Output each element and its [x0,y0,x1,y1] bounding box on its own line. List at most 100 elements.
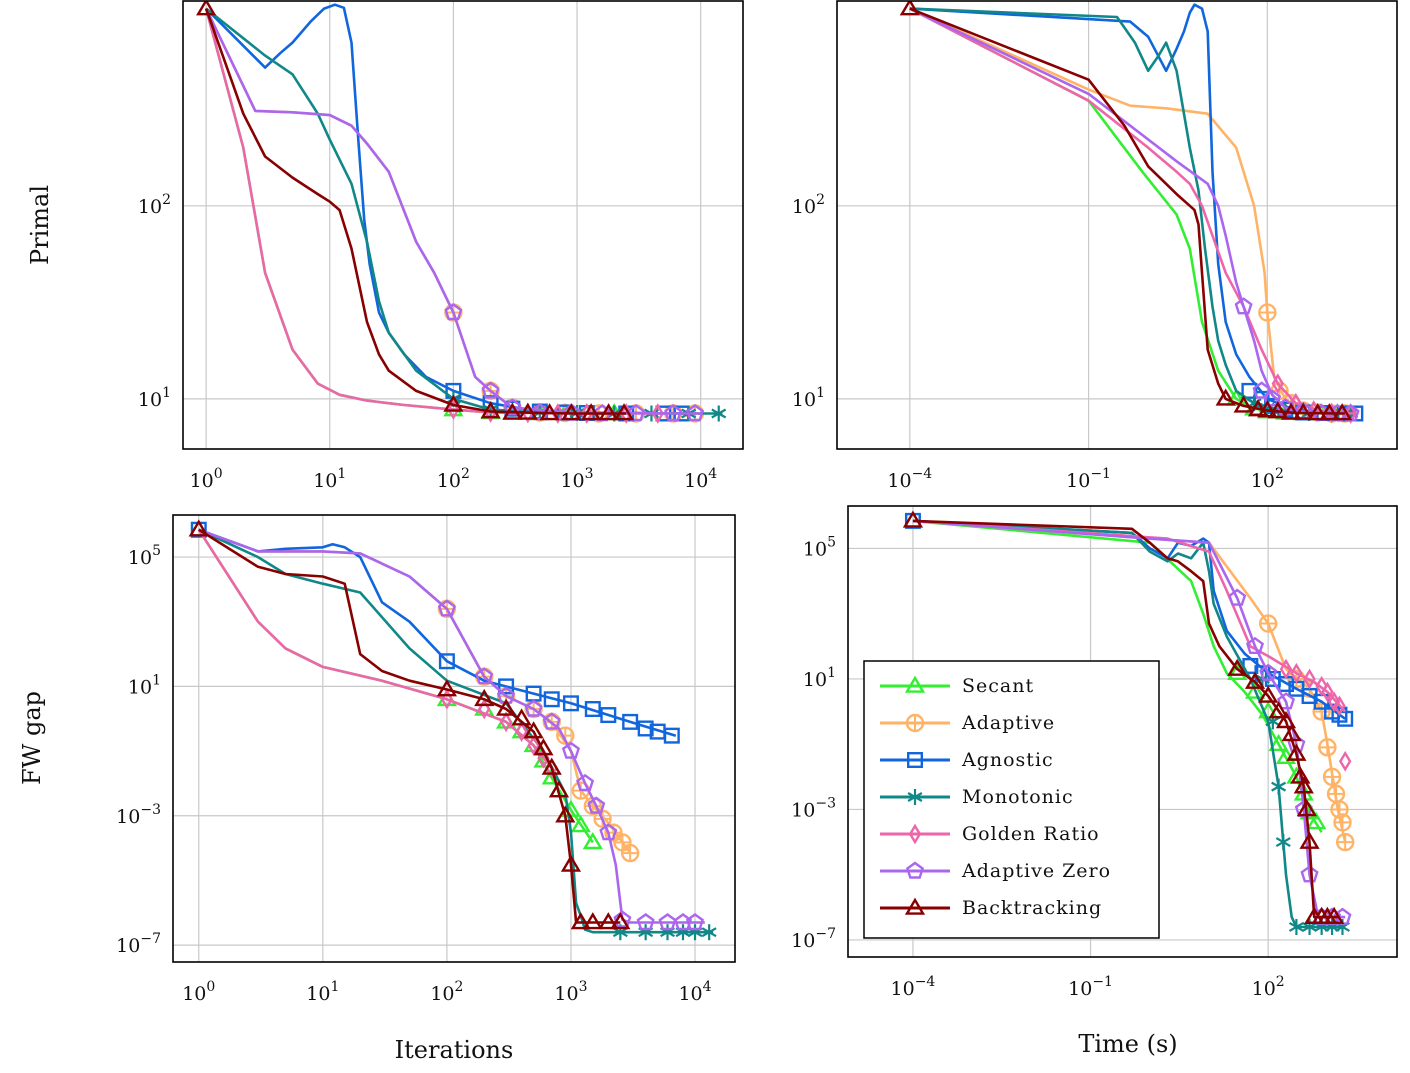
marker-backtracking [560,854,582,872]
marker-agnostic [562,695,579,712]
marker-adaptive-zero [685,404,705,422]
series-line-monotonic [912,519,1346,929]
marker-agnostic [637,720,654,737]
legend-entry-golden-ratio: Golden Ratio [880,823,1100,845]
marker-golden-ratio [1303,668,1316,690]
plot-frame [836,0,1398,450]
legend-label-monotonic: Monotonic [962,786,1074,808]
marker-adaptive [1326,784,1346,804]
marker-golden-ratio [1290,662,1303,684]
marker-adaptive-zero [587,796,606,814]
marker-adaptive [1322,767,1342,787]
legend-entry-adaptive: Adaptive [880,712,1055,734]
marker-backtracking [1280,402,1302,420]
marker-adaptive [1312,702,1331,721]
legend-marker-glyph [907,789,923,805]
marker-adaptive [620,843,640,863]
marker-backtracking [1233,395,1254,413]
marker-adaptive-zero [1300,865,1319,883]
marker-backtracking [1258,685,1279,703]
marker-adaptive-zero [444,303,463,321]
series-line-monotonic [909,7,1356,415]
marker-adaptive-zero [599,823,618,841]
legend-marker-monotonic [907,789,923,805]
marker-backtracking [548,780,570,798]
marker-golden-ratio [1338,750,1352,772]
marker-adaptive [1258,614,1278,633]
series-golden-ratio [912,519,1352,772]
x-tick-label: 100 [190,466,223,492]
plot-area [173,515,735,962]
series-backtracking [188,519,631,930]
fwgap-ylabel: FW gap [18,691,46,785]
y-tick-label: 105 [803,534,836,560]
marker-adaptive [1258,303,1277,322]
marker-backtracking [902,510,924,528]
marker-golden-ratio [515,721,528,742]
marker-secant [1226,388,1247,406]
legend-marker-secant [904,675,926,693]
marker-backtracking [598,912,619,930]
plot-frame [182,0,744,450]
plot-frame [172,514,736,963]
x-tick-label: 10−1 [1068,974,1113,1000]
panel-fwgap-iter: 100 101 102 103 104 10−7 10−3 101 105 [116,514,736,1005]
legend-marker-glyph [905,861,925,879]
legend-label-backtracking: Backtracking [962,897,1102,919]
marker-agnostic [498,678,515,695]
x-tick-label: 10−4 [891,974,936,1000]
marker-backtracking [443,394,464,412]
series-backtracking [196,1,635,421]
legend-marker-golden-ratio [908,823,922,845]
x-tick-label: 10−4 [887,466,932,492]
legend-label-adaptive: Adaptive [961,712,1055,734]
marker-adaptive-zero [658,913,677,931]
x-tick-label: 102 [1251,466,1284,492]
marker-golden-ratio [1321,681,1334,703]
legend-marker-adaptive [905,713,925,733]
y-tick-label: 102 [792,192,825,218]
marker-agnostic [600,707,617,724]
marker-backtracking [1267,401,1288,419]
marker-golden-ratio [499,711,513,733]
marker-backtracking [610,912,631,930]
marker-backtracking [1281,724,1302,742]
x-tick-label: 103 [554,979,587,1005]
marker-backtracking [1293,776,1314,794]
marker-agnostic [543,691,560,708]
legend-marker-backtracking [904,897,926,915]
marker-backtracking [533,738,554,756]
marker-adaptive [1318,738,1337,757]
marker-monotonic [1288,918,1304,935]
marker-adaptive-zero [613,910,632,928]
marker-adaptive-zero [1259,663,1278,681]
legend: Secant Adaptive Agnostic Monotonic Golde… [863,660,1160,939]
marker-backtracking [570,912,591,930]
marker-backtracking [196,1,217,16]
y-tick-label: 101 [138,385,171,411]
marker-backtracking [555,805,576,823]
legend-label-golden-ratio: Golden Ratio [962,823,1100,845]
marker-agnostic [663,727,680,744]
marker-backtracking [598,403,619,421]
marker-backtracking [480,401,501,419]
marker-golden-ratio [580,403,594,424]
marker-agnostic [584,701,601,718]
marker-adaptive-zero [542,712,561,730]
y-tick-label: 10−3 [116,802,161,828]
marker-adaptive-zero [475,667,494,685]
marker-adaptive-zero [664,404,683,422]
plot-area [837,1,1397,449]
marker-monotonic [701,924,717,941]
marker-backtracking [581,403,602,421]
marker-adaptive-zero [576,773,595,792]
series-layer [188,519,717,941]
series-adaptive-zero [198,528,705,931]
marker-golden-ratio [1279,658,1293,680]
marker-backtracking [436,679,457,697]
marker-agnostic [1337,710,1354,727]
marker-golden-ratio [527,735,540,756]
marker-adaptive-zero [561,741,581,759]
primal-ylabel: Primal [26,185,54,265]
